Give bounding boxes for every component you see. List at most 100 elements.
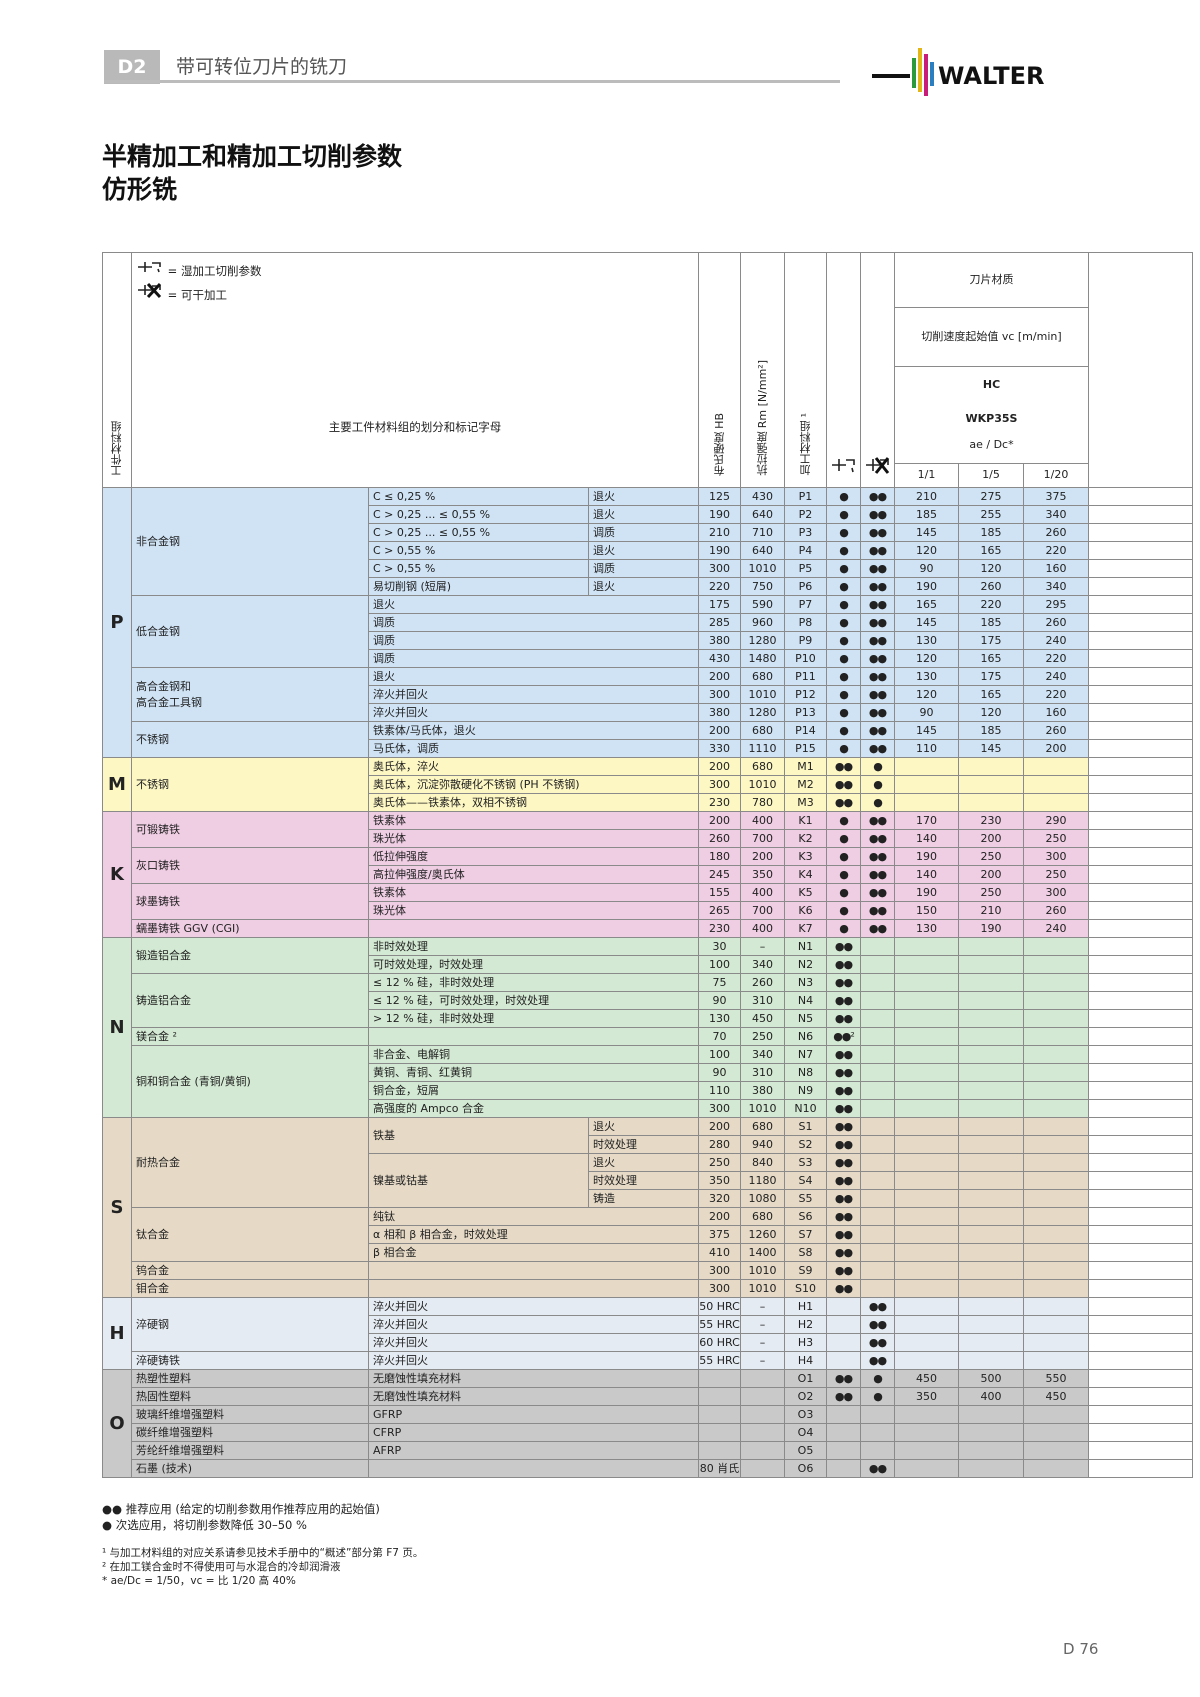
cell-dry [860,1423,895,1442]
cell-rm: 340 [740,955,785,974]
cell-dry: ●● [860,1297,895,1316]
blank-cell [1088,865,1193,884]
cell-v1 [894,793,959,812]
cell-v5: 175 [958,631,1024,650]
blank-cell [1088,1027,1193,1046]
blank-cell [1088,793,1193,812]
table-row: 钼合金 300 1010 S10 ●● [102,1279,1193,1298]
cell-hb: 300 [698,559,741,578]
dry-machining-icon [865,457,889,474]
cell-code: M3 [784,793,827,812]
wet-column-header [826,252,861,488]
cell-hb: 350 [698,1171,741,1190]
cell-code: P13 [784,703,827,722]
cell-wet [826,1459,861,1478]
cell-hb: 55 HRC [698,1351,741,1370]
blank-cell [1088,937,1193,956]
material-detail: 淬火并回火 [368,1297,699,1316]
table-row: 铜和铜合金 (青铜/黄铜) 非合金、电解铜 100 340 N7 ●● [102,1045,1193,1118]
cell-code: O2 [784,1387,827,1406]
blank-cell [1088,829,1193,848]
material-subgroup: 钨合金 [131,1261,369,1280]
cell-v20: 160 [1023,559,1089,578]
cell-v1: 120 [894,685,959,704]
table-row: K 可锻铸铁 铁素体 200 400 K1 ● ●● 170 230 290 [102,811,1193,938]
cell-code: S7 [784,1225,827,1244]
cell-hb [698,1369,741,1388]
material-detail: AFRP [368,1441,699,1460]
material-detail: 调质 [368,613,699,632]
table-row: 奥氏体——铁素体，双相不锈钢 230 780 M3 ●● ● [102,793,1193,812]
cell-v1: 130 [894,919,959,938]
cell-code: N6 [784,1027,827,1046]
cell-v20: 260 [1023,613,1089,632]
cell-v1: 140 [894,829,959,848]
grade-info: HC WKP35S ae / Dc* [894,365,1089,464]
cell-hb: 300 [698,1261,741,1280]
table-row: 淬火并回火 380 1280 P13 ● ●● 90 120 160 [102,703,1193,722]
material-detail [368,919,699,938]
cell-code: K4 [784,865,827,884]
cell-v5: 220 [958,595,1024,614]
blank-cell [1088,613,1193,632]
cell-v5: 185 [958,523,1024,542]
cell-dry: ●● [860,1333,895,1352]
footnote-2: ² 在加工镁合金时不得使用可与水混合的冷却润滑液 [102,1561,341,1573]
cell-v5: 210 [958,901,1024,920]
material-detail: 铁素体 [368,811,699,830]
cell-dry [860,1117,895,1136]
cell-hb: 200 [698,811,741,830]
cell-v1: 110 [894,739,959,758]
wet-machining-icon [831,459,855,473]
blank-cell [1088,649,1193,668]
cell-v20 [1023,1027,1089,1046]
cell-v5 [958,1099,1024,1118]
cell-v1 [894,955,959,974]
cell-v1 [894,1207,959,1226]
cell-rm: 400 [740,811,785,830]
cell-code: P14 [784,721,827,740]
cell-wet: ●● [826,1369,861,1388]
cell-v5 [958,1009,1024,1028]
blank-cell [1088,775,1193,794]
cell-rm [740,1459,785,1478]
cell-v5 [958,1117,1024,1136]
cell-wet: ● [826,883,861,902]
cell-wet: ● [826,649,861,668]
cell-v1: 190 [894,883,959,902]
header-rule [104,80,840,83]
cell-rm: – [740,1315,785,1334]
cell-v20 [1023,775,1089,794]
footnote-3: * ae/Dc = 1/50，vc = 比 1/20 高 40% [102,1575,296,1587]
cell-v1 [894,1189,959,1208]
material-subgroup: 芳纶纤维增强塑料 [131,1441,369,1460]
cell-v1 [894,1009,959,1028]
cell-dry [860,1225,895,1244]
main-header: = 湿加工切削参数 = 可干加工 主要工件材料组的划分和标记字母 [131,252,699,488]
cell-rm [740,1405,785,1424]
cell-v1: 130 [894,631,959,650]
table-row: 芳纶纤维增强塑料 AFRP O5 [102,1441,1193,1460]
cell-wet: ● [826,505,861,524]
cell-code: P1 [784,487,827,506]
cell-code: P8 [784,613,827,632]
material-subgroup: 钼合金 [131,1279,369,1298]
cell-v5 [958,1351,1024,1370]
cell-v1: 130 [894,667,959,686]
cell-code: O6 [784,1459,827,1478]
cell-rm: 1010 [740,775,785,794]
cell-rm: 1480 [740,649,785,668]
material-detail: 无磨蚀性填充材料 [368,1387,699,1406]
table-row: N 锻造铝合金 非时效处理 30– N1 ●● [102,937,1193,1118]
cell-code: P5 [784,559,827,578]
material-subgroup: 铜和铜合金 (青铜/黄铜) [131,1045,369,1118]
cell-hb: 380 [698,631,741,650]
cell-hb: 300 [698,685,741,704]
cell-rm: 960 [740,613,785,632]
cell-v20: 450 [1023,1387,1089,1406]
blank-cell [1088,1171,1193,1190]
cell-code: S2 [784,1135,827,1154]
cell-v5 [958,1081,1024,1100]
section-code: D2 [104,50,160,84]
material-detail [368,1261,699,1280]
